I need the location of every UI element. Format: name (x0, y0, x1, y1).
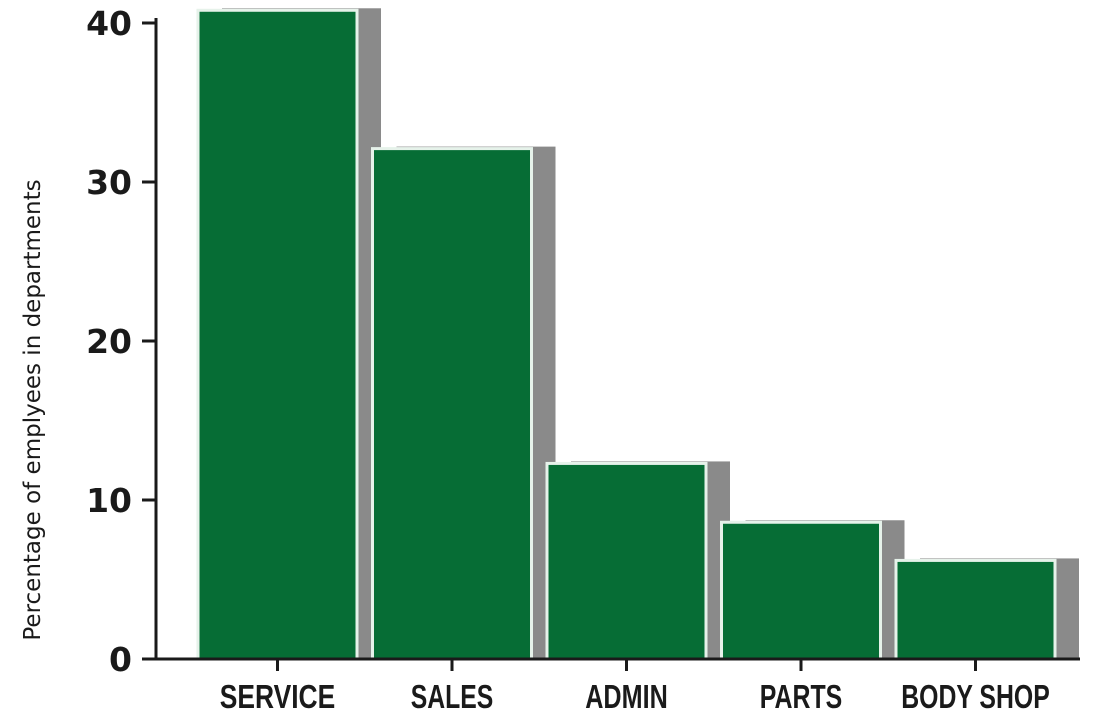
y-tick-label: 30 (86, 163, 132, 202)
x-tick-label: PARTS (760, 678, 843, 715)
bar-service (196, 8, 359, 661)
x-tick-label: ADMIN (585, 678, 668, 715)
y-tick-label: 40 (86, 4, 132, 43)
y-ticks: 0 10 20 30 40 (86, 4, 156, 679)
bar-admin (545, 461, 708, 661)
y-tick-label: 20 (86, 322, 132, 361)
x-tick-label: BODY SHOP (901, 678, 1050, 715)
bar-parts (720, 520, 882, 661)
bars (196, 8, 1057, 661)
bar-body-shop (894, 558, 1057, 661)
bar-sales (371, 147, 533, 661)
y-tick-label: 0 (109, 640, 132, 679)
x-tick-label: SALES (411, 678, 494, 715)
x-tick-label: SERVICE (220, 678, 336, 715)
x-ticks: SERVICE SALES ADMIN PARTS BODY SHOP (220, 659, 1050, 715)
y-axis-title: Percentage of emplyees in departments (20, 179, 46, 640)
y-tick-label: 10 (86, 481, 132, 520)
